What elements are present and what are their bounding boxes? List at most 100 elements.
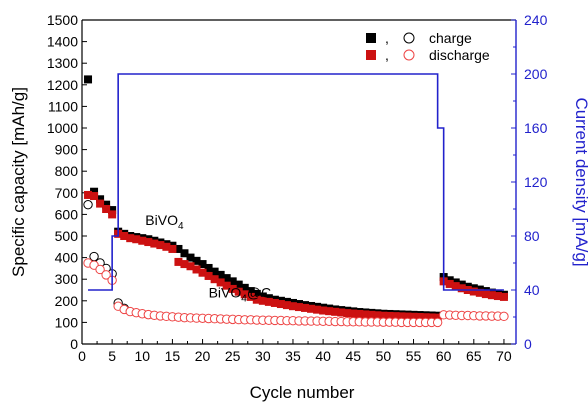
data-point-square xyxy=(313,305,322,314)
legend-marker-filled xyxy=(366,33,376,43)
data-point-square xyxy=(307,304,316,313)
x-tick-label: 50 xyxy=(376,348,392,364)
data-point-square xyxy=(391,312,400,321)
y-tick-label: 200 xyxy=(55,293,79,309)
data-point-square xyxy=(264,297,273,306)
y-tick-label: 500 xyxy=(55,228,79,244)
y-tick-label: 1500 xyxy=(47,12,78,28)
data-point-square xyxy=(276,300,285,309)
y-tick-label: 900 xyxy=(55,142,79,158)
data-point-square xyxy=(156,241,165,250)
legend-marker-open xyxy=(403,49,415,61)
annotation-bivo4: BiVO4 xyxy=(145,212,184,232)
series-4 xyxy=(88,73,504,291)
data-point-square xyxy=(186,253,195,262)
data-point-square xyxy=(180,260,189,269)
y-tick-label: 300 xyxy=(55,271,79,287)
data-point-square xyxy=(427,313,436,322)
series-3 xyxy=(83,258,509,328)
x-axis-title: Cycle number xyxy=(250,383,355,402)
y-tick-label: 700 xyxy=(55,185,79,201)
data-point-square xyxy=(204,263,213,272)
x-tick-label: 20 xyxy=(195,348,211,364)
y-tick-label: 600 xyxy=(55,206,79,222)
data-point-square xyxy=(84,190,93,199)
legend-label-discharge: discharge xyxy=(429,47,490,63)
current-density-line xyxy=(88,73,504,291)
data-point-square xyxy=(319,306,328,315)
y-tick-label: 1300 xyxy=(47,55,78,71)
data-point-square xyxy=(210,267,219,276)
legend-separator-charge: , xyxy=(385,30,389,46)
y-tick-label: 800 xyxy=(55,163,79,179)
data-point-square xyxy=(126,234,135,243)
data-point-square xyxy=(180,249,189,258)
data-point-square xyxy=(295,303,303,312)
data-point-square xyxy=(84,75,93,84)
y2-tick-label: 40 xyxy=(524,282,540,298)
y2-tick-label: 200 xyxy=(524,66,548,82)
y2-axis-title: Current density [mA/g] xyxy=(572,97,588,266)
data-point-square xyxy=(493,292,502,301)
data-point-square xyxy=(90,192,99,201)
data-point-square xyxy=(204,271,213,280)
data-point-square xyxy=(246,287,255,296)
data-point-square xyxy=(108,206,117,215)
data-point-square xyxy=(301,303,310,312)
data-point-square xyxy=(415,313,424,321)
series-layer xyxy=(83,73,509,328)
x-tick-label: 5 xyxy=(108,348,116,364)
y2-tick-label: 0 xyxy=(524,336,532,352)
y2-tick-label: 160 xyxy=(524,120,548,136)
data-point-square xyxy=(96,199,105,208)
data-point-square xyxy=(132,235,141,244)
y-tick-label: 1000 xyxy=(47,120,78,136)
data-point-square xyxy=(192,256,201,265)
data-point-square xyxy=(210,275,219,284)
data-point-square xyxy=(469,287,478,296)
x-tick-label: 25 xyxy=(225,348,241,364)
y-axis-title: Specific capacity [mAh/g] xyxy=(9,87,28,277)
annotation-bivo4c-sub: 4 xyxy=(241,294,247,305)
axes-layer: 0 5 10 15 20 25 30 35 40 45 50 55 60 65 70010020030040… xyxy=(47,12,548,364)
legend-marker-open xyxy=(403,32,415,44)
x-tick-label: 30 xyxy=(255,348,271,364)
data-point-square xyxy=(246,292,255,301)
data-point-square xyxy=(379,311,388,320)
data-point-square xyxy=(445,279,454,288)
data-point-square xyxy=(433,313,442,322)
annotation-bivo4-sub: 4 xyxy=(178,221,184,232)
data-point-square xyxy=(252,295,261,304)
x-tick-label: 40 xyxy=(315,348,331,364)
data-point-square xyxy=(343,309,352,318)
y-tick-label: 100 xyxy=(55,314,79,330)
annotation-bivo4c: BiVO4@C xyxy=(209,285,272,305)
data-point-square xyxy=(138,236,147,245)
data-point-square xyxy=(168,244,177,253)
x-tick-label: 0 xyxy=(78,348,86,364)
data-point-square xyxy=(397,312,406,321)
data-point-square xyxy=(240,283,249,292)
legend: , charge , discharge xyxy=(366,30,490,63)
annotation-bivo4c-base: BiVO xyxy=(209,285,242,301)
data-point-square xyxy=(102,205,111,213)
x-tick-label: 55 xyxy=(406,348,422,364)
legend-label-charge: charge xyxy=(429,30,472,46)
y-tick-label: 1400 xyxy=(47,34,78,50)
data-point-square xyxy=(385,311,394,320)
data-point-square xyxy=(373,311,382,320)
y-tick-label: 1200 xyxy=(47,77,78,93)
data-point-square xyxy=(234,280,243,289)
data-point-square xyxy=(174,244,183,253)
data-point-circle xyxy=(83,199,93,210)
data-point-square xyxy=(222,274,231,283)
x-tick-label: 15 xyxy=(165,348,181,364)
data-point-square xyxy=(288,302,297,311)
x-tick-label: 60 xyxy=(436,348,452,364)
data-point-square xyxy=(355,309,364,318)
data-point-square xyxy=(216,278,225,287)
data-point-square xyxy=(222,281,231,290)
data-point-square xyxy=(96,195,105,204)
data-point-square xyxy=(487,291,496,300)
